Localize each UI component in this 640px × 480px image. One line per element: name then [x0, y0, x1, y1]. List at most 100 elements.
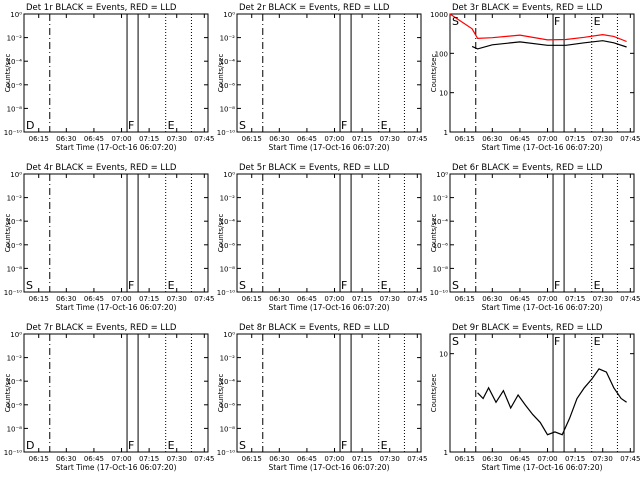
- x-tick-label: 06:30: [269, 455, 289, 463]
- x-tick-label: 07:45: [407, 135, 427, 143]
- panel-title: Det 7r BLACK = Events, RED = LLD: [26, 323, 177, 333]
- x-tick-label: 06:30: [56, 135, 76, 143]
- x-tick-label: 07:15: [352, 135, 372, 143]
- x-tick-label: 06:30: [56, 455, 76, 463]
- x-tick-label: 07:00: [537, 455, 557, 463]
- panel-3: Det 3r BLACK = Events, RED = LLD 1 10 100 10…: [430, 3, 640, 152]
- x-tick-label: 07:15: [139, 455, 159, 463]
- y-axis-label: Counts/sec: [217, 54, 225, 93]
- x-tick-label: 06:45: [297, 135, 317, 143]
- panel-title: Det 4r BLACK = Events, RED = LLD: [26, 163, 177, 173]
- x-tick-label: 07:30: [593, 455, 613, 463]
- y-tick-label: 10⁻⁶: [220, 82, 236, 90]
- x-tick-label: 07:45: [620, 135, 640, 143]
- y-tick-label: 10⁻⁸: [7, 265, 23, 273]
- y-tick-label: 10⁻²: [220, 35, 236, 43]
- marker-label: F: [341, 439, 347, 452]
- plot-frame: [23, 333, 209, 453]
- x-axis-label: Start Time (17-Oct-16 06:07:20): [481, 303, 602, 312]
- y-tick-label: 1000: [430, 11, 448, 19]
- plot-frame: [236, 333, 422, 453]
- x-tick-label: 06:45: [510, 295, 530, 303]
- x-tick-label: 06:15: [455, 135, 475, 143]
- x-tick-label: 07:45: [407, 455, 427, 463]
- x-tick-label: 06:45: [510, 455, 530, 463]
- y-tick-label: 10⁻²: [7, 355, 23, 363]
- x-tick-label: 07:15: [352, 295, 372, 303]
- y-tick-label: 10⁻⁶: [220, 402, 236, 410]
- y-tick-label: 10⁻¹⁰: [430, 289, 448, 297]
- x-tick-label: 07:00: [537, 295, 557, 303]
- x-tick-label: 06:15: [29, 295, 49, 303]
- panel-title: Det 2r BLACK = Events, RED = LLD: [239, 3, 390, 13]
- panel-2: Det 2r BLACK = Events, RED = LLD 10⁰ 10⁻² 1…: [217, 3, 428, 152]
- y-tick-label: 10⁻⁶: [7, 402, 23, 410]
- y-tick-label: 10⁰: [10, 11, 22, 19]
- marker-label: D: [26, 119, 34, 132]
- y-tick-label: 1: [444, 129, 448, 137]
- x-tick-label: 07:00: [111, 455, 131, 463]
- marker-label: E: [168, 279, 175, 292]
- y-tick-label: 10⁻²: [433, 195, 449, 203]
- plot-frame: [23, 13, 209, 133]
- y-tick-label: 10⁻²: [7, 195, 23, 203]
- plot-frame: [23, 173, 209, 293]
- x-tick-label: 06:15: [242, 455, 262, 463]
- x-tick-label: 07:45: [194, 295, 214, 303]
- y-tick-label: 10⁰: [223, 331, 235, 339]
- marker-label: F: [554, 15, 560, 28]
- x-tick-label: 06:30: [482, 135, 502, 143]
- x-tick-label: 07:30: [380, 455, 400, 463]
- y-axis-label: Counts/sec: [4, 54, 12, 93]
- x-axis-label: Start Time (17-Oct-16 06:07:20): [268, 463, 389, 472]
- x-tick-label: 07:30: [380, 135, 400, 143]
- marker-label: S: [26, 279, 33, 292]
- y-tick-label: 1: [444, 449, 448, 457]
- y-tick-label: 10⁰: [223, 11, 235, 19]
- y-tick-label: 10⁻⁸: [220, 265, 236, 273]
- y-tick-label: 10: [439, 90, 448, 98]
- x-tick-label: 07:00: [324, 295, 344, 303]
- x-tick-label: 06:30: [269, 135, 289, 143]
- plot-frame: [449, 13, 635, 133]
- x-tick-label: 06:45: [297, 455, 317, 463]
- x-tick-label: 07:15: [352, 455, 372, 463]
- y-tick-label: 10⁻⁴: [7, 218, 23, 226]
- x-tick-label: 07:30: [593, 295, 613, 303]
- marker-label: E: [381, 439, 388, 452]
- marker-label: F: [128, 119, 134, 132]
- panel-title: Det 6r BLACK = Events, RED = LLD: [452, 163, 603, 173]
- y-tick-label: 10⁻¹⁰: [217, 449, 235, 457]
- x-tick-label: 06:15: [29, 455, 49, 463]
- y-tick-label: 10⁻⁸: [7, 425, 23, 433]
- x-tick-label: 07:45: [620, 295, 640, 303]
- x-axis-label: Start Time (17-Oct-16 06:07:20): [481, 143, 602, 152]
- x-tick-label: 07:00: [537, 135, 557, 143]
- x-tick-label: 07:30: [167, 295, 187, 303]
- y-tick-label: 10⁻⁸: [220, 105, 236, 113]
- x-tick-label: 06:15: [242, 295, 262, 303]
- x-tick-label: 06:15: [242, 135, 262, 143]
- x-tick-label: 07:15: [565, 295, 585, 303]
- y-tick-label: 10⁰: [223, 171, 235, 179]
- marker-label: F: [554, 279, 560, 292]
- panel-8: Det 8r BLACK = Events, RED = LLD 10⁰ 10⁻² 1…: [217, 323, 428, 472]
- x-tick-label: 06:45: [510, 135, 530, 143]
- x-tick-label: 06:15: [29, 135, 49, 143]
- y-tick-label: 10⁻¹⁰: [4, 289, 22, 297]
- y-tick-label: 10⁻⁸: [220, 425, 236, 433]
- y-axis-label: Counts/sec: [430, 374, 438, 413]
- y-tick-label: 100: [435, 50, 448, 58]
- marker-label: S: [239, 439, 246, 452]
- y-tick-label: 10⁻⁶: [7, 242, 23, 250]
- x-tick-label: 06:45: [84, 455, 104, 463]
- marker-label: D: [26, 439, 34, 452]
- x-tick-label: 07:00: [111, 295, 131, 303]
- panel-title: Det 5r BLACK = Events, RED = LLD: [239, 163, 390, 173]
- panel-title: Det 1r BLACK = Events, RED = LLD: [26, 3, 177, 13]
- panel-title: Det 3r BLACK = Events, RED = LLD: [452, 3, 603, 13]
- x-tick-label: 06:30: [482, 455, 502, 463]
- x-tick-label: 06:15: [455, 455, 475, 463]
- y-tick-label: 10⁻²: [220, 195, 236, 203]
